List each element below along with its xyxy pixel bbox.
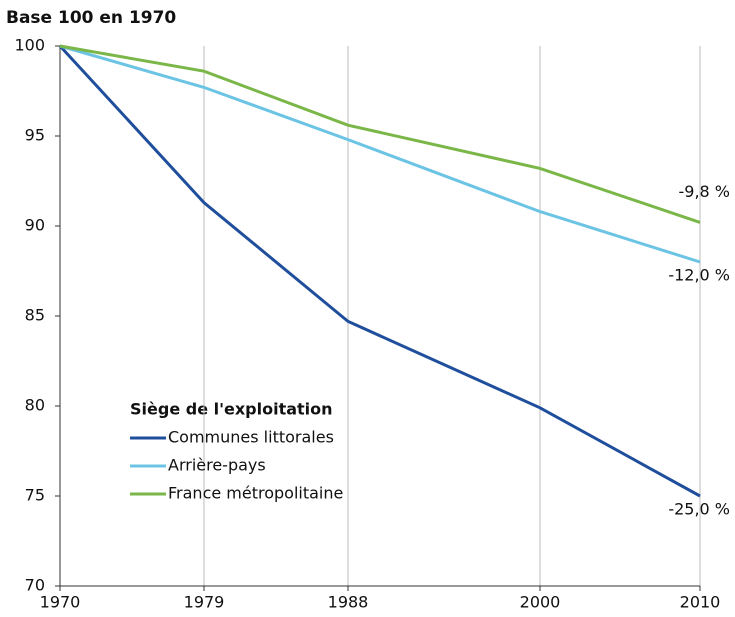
series-line (59, 44, 701, 224)
x-tick-label: 2010 (680, 593, 721, 612)
y-tick-label: 80 (25, 396, 45, 415)
x-tick-label: 1979 (184, 593, 225, 612)
y-tick-label: 70 (25, 576, 45, 595)
series-line (58, 44, 701, 498)
legend-label: France métropolitaine (168, 484, 343, 503)
annotation: -12,0 % (668, 266, 730, 285)
annotation: -9,8 % (678, 182, 730, 201)
y-tick-label: 100 (14, 36, 45, 55)
y-tick-label: 90 (25, 216, 45, 235)
y-tick-label: 85 (25, 306, 45, 325)
y-tick-label: 95 (25, 126, 45, 145)
x-tick-label: 1970 (40, 593, 81, 612)
legend-label: Arrière-pays (168, 456, 266, 475)
legend-label: Communes littorales (168, 428, 334, 447)
annotation: -25,0 % (668, 500, 730, 519)
y-tick-label: 75 (25, 486, 45, 505)
x-tick-label: 1988 (328, 593, 369, 612)
series-line (59, 44, 701, 264)
x-tick-label: 2000 (520, 593, 561, 612)
legend-title: Siège de l'exploitation (130, 400, 333, 419)
chart-title: Base 100 en 1970 (6, 8, 176, 28)
